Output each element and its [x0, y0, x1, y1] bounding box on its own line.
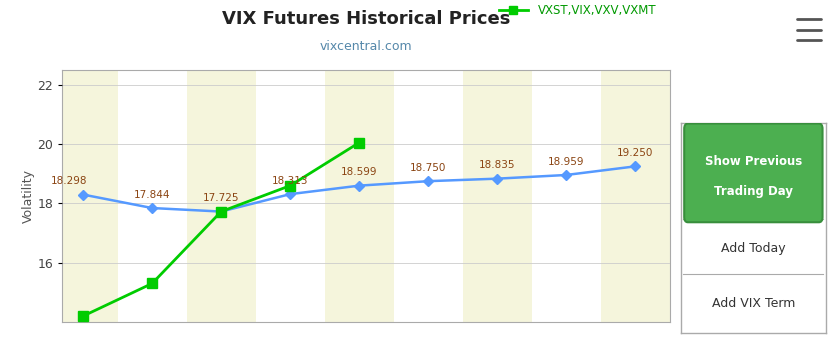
Line: September 26, 2024: September 26, 2024	[80, 163, 639, 215]
September 26, 2024	[78, 193, 88, 197]
Text: 19.250: 19.250	[617, 148, 653, 158]
Line: VXST,VIX,VXV,VXMT: VXST,VIX,VXV,VXMT	[78, 138, 364, 321]
Text: 17.725: 17.725	[203, 193, 240, 203]
FancyBboxPatch shape	[684, 124, 823, 222]
Bar	[48, 70, 117, 322]
Text: 18.835: 18.835	[479, 160, 516, 170]
September 26, 2024	[285, 192, 295, 196]
Bar	[394, 70, 463, 322]
VXST,VIX,VXV,VXMT	[216, 209, 226, 214]
September 26, 2024	[354, 183, 364, 188]
VXST,VIX,VXV,VXMT	[147, 281, 157, 286]
Bar	[601, 70, 670, 322]
Bar	[186, 70, 255, 322]
Text: 18.599: 18.599	[341, 167, 378, 177]
Text: VIX Futures Historical Prices: VIX Futures Historical Prices	[222, 10, 510, 28]
Text: 18.298: 18.298	[51, 176, 87, 186]
Text: 17.844: 17.844	[134, 190, 171, 200]
Text: Show Previous: Show Previous	[705, 155, 802, 168]
VXST,VIX,VXV,VXMT	[78, 314, 88, 318]
Legend: September 26, 2024, VXST,VIX,VXV,VXMT: September 26, 2024, VXST,VIX,VXV,VXMT	[494, 0, 664, 21]
Y-axis label: Volatility: Volatility	[22, 169, 35, 223]
Text: Add VIX Term: Add VIX Term	[711, 296, 795, 310]
Text: vixcentral.com: vixcentral.com	[319, 40, 413, 53]
VXST,VIX,VXV,VXMT	[354, 141, 364, 145]
September 26, 2024	[562, 173, 572, 177]
Bar	[0, 70, 48, 322]
Text: Add Today: Add Today	[721, 242, 785, 255]
Bar	[670, 70, 739, 322]
Bar	[255, 70, 324, 322]
Bar	[532, 70, 601, 322]
Text: 18.750: 18.750	[410, 163, 447, 173]
Text: 18.313: 18.313	[272, 176, 309, 186]
Text: Trading Day: Trading Day	[714, 185, 793, 198]
Bar	[117, 70, 186, 322]
Bar	[324, 70, 394, 322]
Bar	[463, 70, 532, 322]
September 26, 2024	[423, 179, 433, 183]
September 26, 2024	[216, 209, 226, 214]
September 26, 2024	[631, 164, 641, 168]
VXST,VIX,VXV,VXMT	[285, 183, 295, 188]
Text: 18.959: 18.959	[548, 157, 585, 167]
September 26, 2024	[493, 176, 503, 181]
September 26, 2024	[147, 206, 157, 210]
